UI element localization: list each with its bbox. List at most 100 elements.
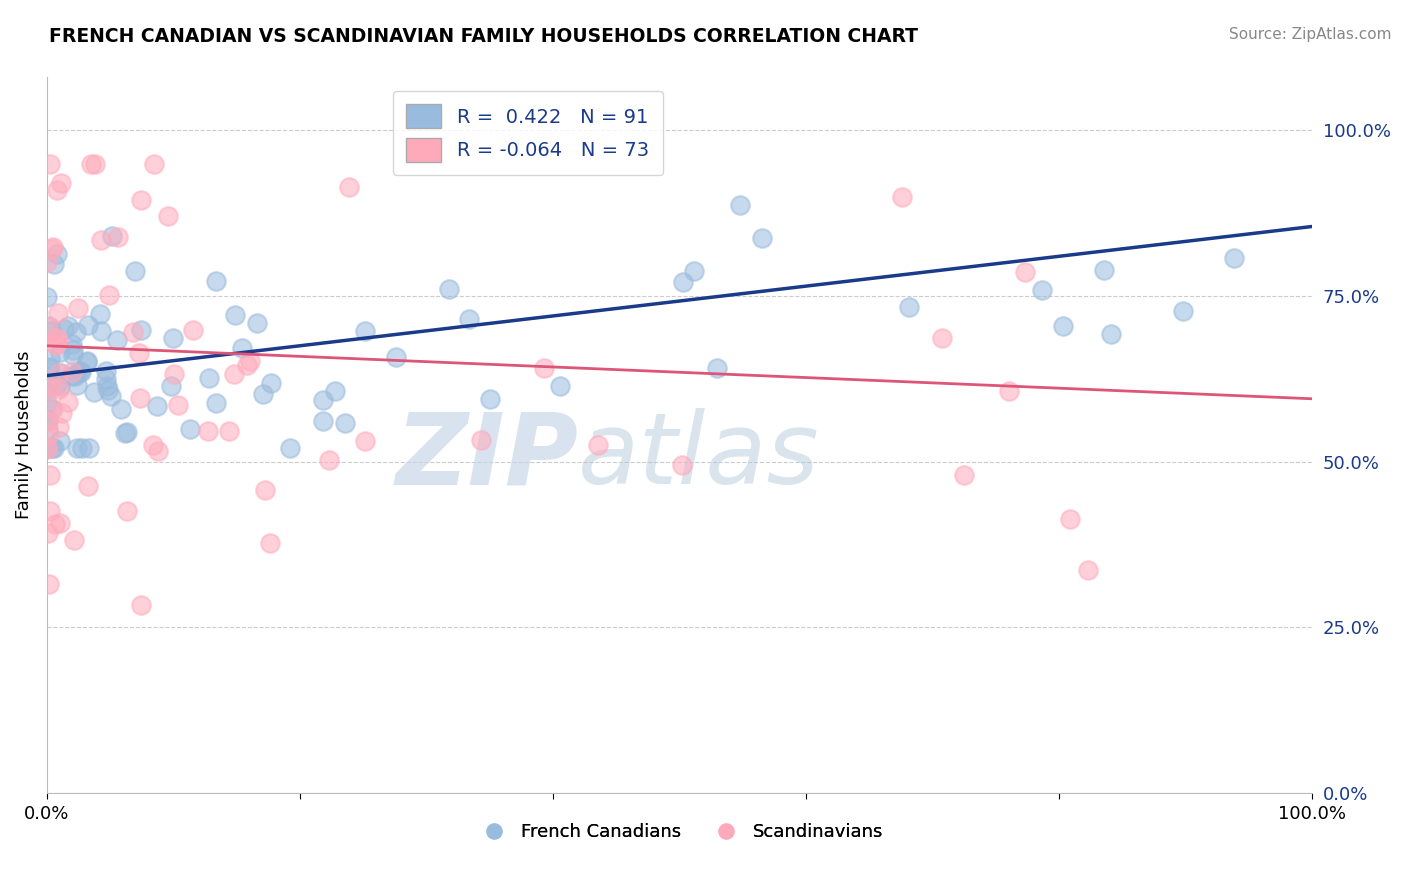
- Point: [77, 478, 100, 492]
- Point: [44, 516, 66, 531]
- Point: [181, 323, 204, 337]
- Point: [318, 453, 340, 467]
- Text: atlas: atlas: [578, 409, 820, 505]
- Point: [35, 442, 58, 456]
- Point: [65, 368, 87, 383]
- Point: [48, 379, 70, 393]
- Point: [46, 247, 69, 261]
- Y-axis label: Family Households: Family Households: [15, 351, 32, 519]
- Point: [76, 355, 98, 369]
- Point: [931, 331, 953, 345]
- Point: [129, 193, 152, 207]
- Point: [41, 242, 63, 256]
- Point: [163, 367, 186, 381]
- Point: [231, 342, 253, 356]
- Point: [89, 307, 111, 321]
- Point: [37, 413, 59, 427]
- Point: [69, 364, 91, 378]
- Point: [41, 380, 63, 394]
- Point: [122, 325, 145, 339]
- Point: [197, 424, 219, 438]
- Point: [35, 290, 58, 304]
- Point: [259, 536, 281, 550]
- Point: [706, 360, 728, 375]
- Point: [44, 442, 66, 456]
- Point: [1031, 283, 1053, 297]
- Point: [1173, 303, 1195, 318]
- Point: [101, 228, 124, 243]
- Point: [62, 533, 84, 547]
- Point: [37, 382, 59, 396]
- Point: [77, 442, 100, 456]
- Point: [115, 504, 138, 518]
- Point: [105, 333, 128, 347]
- Point: [236, 358, 259, 372]
- Point: [94, 364, 117, 378]
- Point: [45, 331, 67, 345]
- Point: [439, 282, 461, 296]
- Point: [114, 425, 136, 440]
- Point: [38, 361, 60, 376]
- Point: [38, 318, 60, 333]
- Point: [38, 156, 60, 170]
- Point: [39, 351, 62, 366]
- Point: [205, 274, 228, 288]
- Point: [683, 264, 706, 278]
- Point: [953, 468, 976, 483]
- Point: [79, 156, 101, 170]
- Point: [1223, 251, 1246, 265]
- Point: [48, 382, 70, 396]
- Point: [179, 422, 201, 436]
- Point: [90, 233, 112, 247]
- Point: [238, 354, 260, 368]
- Point: [51, 366, 73, 380]
- Point: [97, 287, 120, 301]
- Point: [41, 442, 63, 456]
- Point: [45, 337, 67, 351]
- Point: [548, 379, 571, 393]
- Point: [671, 458, 693, 472]
- Point: [672, 275, 695, 289]
- Point: [62, 348, 84, 362]
- Point: [142, 438, 165, 452]
- Point: [728, 198, 751, 212]
- Point: [533, 360, 555, 375]
- Point: [46, 183, 69, 197]
- Point: [224, 308, 246, 322]
- Point: [897, 300, 920, 314]
- Point: [37, 319, 59, 334]
- Point: [1014, 264, 1036, 278]
- Point: [254, 483, 277, 497]
- Point: [39, 401, 62, 416]
- Point: [385, 350, 408, 364]
- Point: [60, 337, 83, 351]
- Point: [69, 365, 91, 379]
- Point: [39, 324, 62, 338]
- Point: [49, 345, 72, 359]
- Text: FRENCH CANADIAN VS SCANDINAVIAN FAMILY HOUSEHOLDS CORRELATION CHART: FRENCH CANADIAN VS SCANDINAVIAN FAMILY H…: [49, 27, 918, 45]
- Point: [56, 395, 79, 409]
- Point: [224, 367, 246, 381]
- Point: [146, 443, 169, 458]
- Point: [998, 384, 1021, 398]
- Point: [35, 255, 58, 269]
- Point: [35, 383, 58, 397]
- Point: [260, 376, 283, 390]
- Point: [128, 346, 150, 360]
- Text: ZIP: ZIP: [395, 409, 578, 505]
- Point: [354, 325, 377, 339]
- Point: [1059, 512, 1081, 526]
- Point: [49, 516, 72, 530]
- Point: [83, 384, 105, 399]
- Point: [323, 384, 346, 399]
- Point: [124, 264, 146, 278]
- Point: [38, 468, 60, 483]
- Point: [96, 378, 118, 392]
- Point: [37, 442, 59, 456]
- Point: [48, 366, 70, 380]
- Point: [60, 365, 83, 379]
- Point: [38, 359, 60, 374]
- Point: [353, 434, 375, 449]
- Point: [1092, 262, 1115, 277]
- Point: [586, 438, 609, 452]
